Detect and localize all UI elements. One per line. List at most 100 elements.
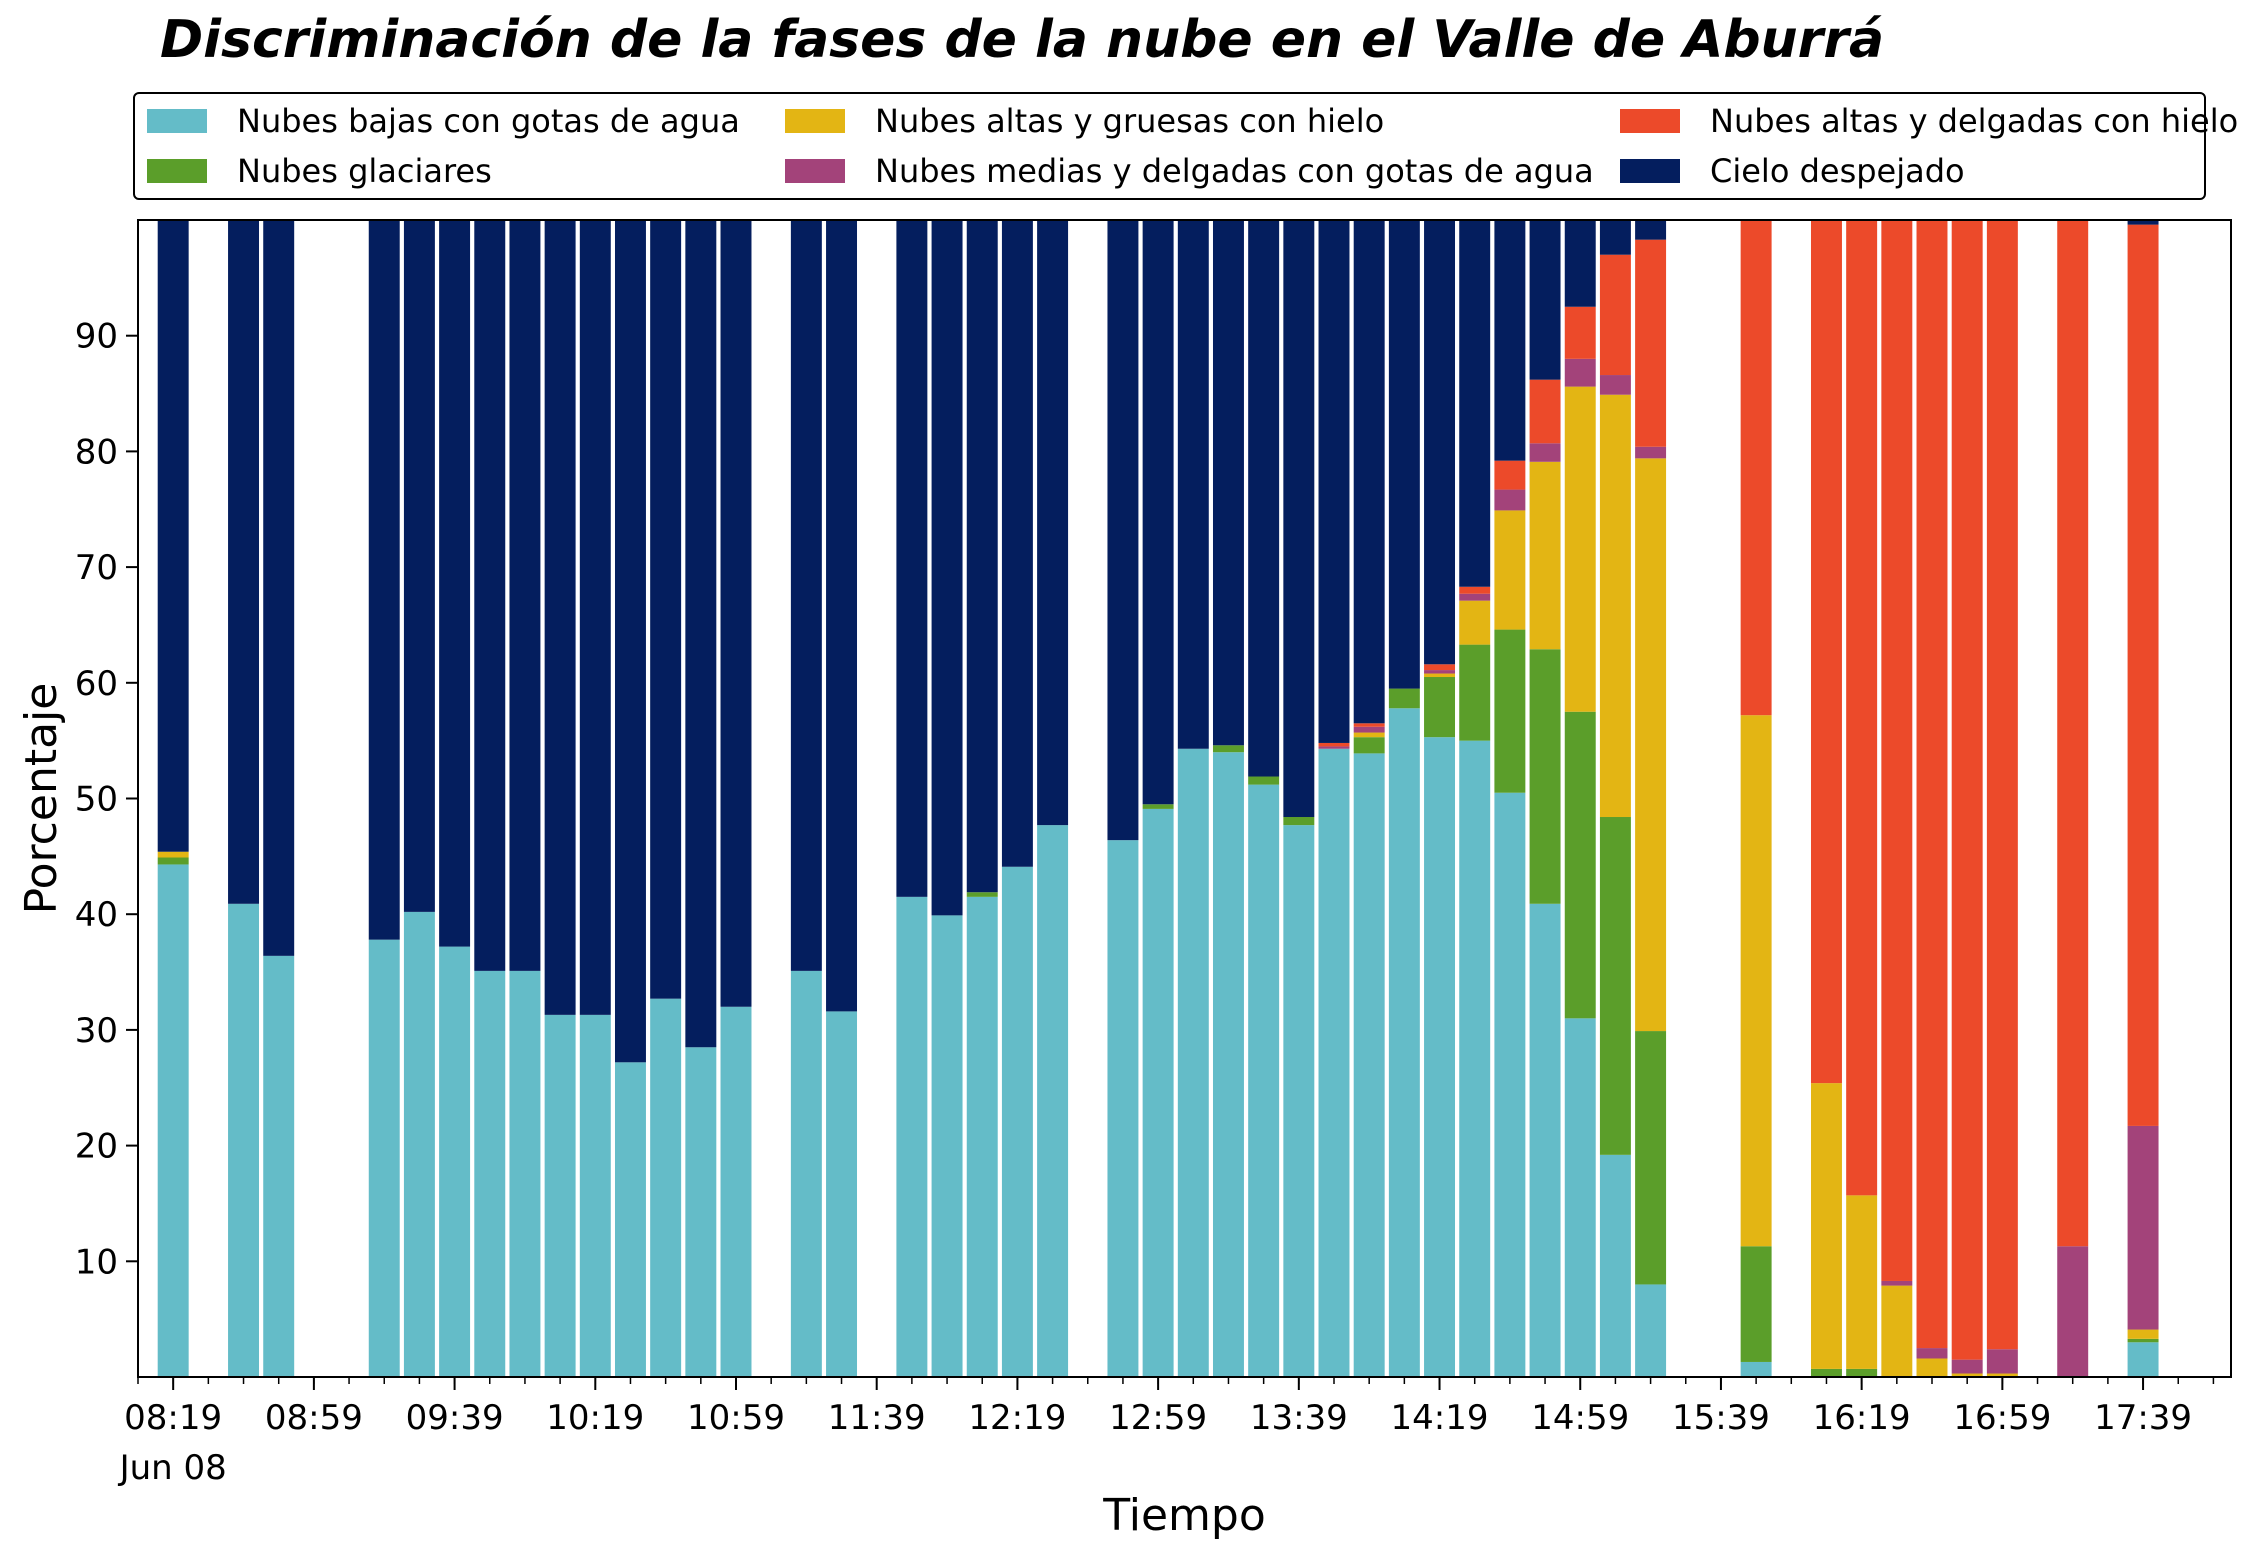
- bar-segment-cielo-despejado: [1388, 220, 1420, 689]
- bar-segment-cielo-despejado: [1353, 220, 1385, 724]
- bar-segment-nubes-altas-y-gruesas-con-hielo: [1740, 715, 1772, 1247]
- bar-segment-nubes-bajas-con-gotas-de-agua: [1388, 708, 1420, 1377]
- bar-segment-cielo-despejado: [1212, 220, 1244, 746]
- bar-segment-nubes-altas-y-delgadas-con-hielo: [1810, 220, 1842, 1084]
- y-axis-title: Porcentaje: [16, 683, 67, 915]
- bar-segment-nubes-glaciares: [1459, 644, 1491, 741]
- bar-segment-nubes-medias-y-delgadas-con-gotas-de-agua: [1318, 746, 1350, 749]
- bar-segment-cielo-despejado: [1635, 220, 1667, 240]
- chart-title: Discriminación de la fases de la nube en…: [160, 10, 1885, 70]
- bar-segment-nubes-glaciares: [1564, 711, 1596, 1019]
- bar-segment-cielo-despejado: [790, 220, 822, 971]
- bar-segment-cielo-despejado: [368, 220, 400, 940]
- x-tick-label: 15:39: [1672, 1398, 1770, 1438]
- bar-segment-nubes-bajas-con-gotas-de-agua: [1424, 737, 1456, 1377]
- y-tick-label: 10: [75, 1242, 118, 1282]
- bar-segment-cielo-despejado: [826, 220, 858, 1012]
- bar-segment-nubes-glaciares: [1494, 629, 1526, 793]
- bar-segment-nubes-altas-y-delgadas-con-hielo: [1916, 220, 1948, 1349]
- bar-segment-nubes-medias-y-delgadas-con-gotas-de-agua: [2127, 1125, 2159, 1330]
- x-axis-title: Tiempo: [1102, 1490, 1266, 1541]
- bar-segment-nubes-bajas-con-gotas-de-agua: [1318, 748, 1350, 1377]
- bar-segment-nubes-bajas-con-gotas-de-agua: [1353, 753, 1385, 1377]
- legend-label: Nubes glaciares: [237, 152, 492, 190]
- x-tick-label: 10:19: [546, 1398, 644, 1438]
- bar-segment-nubes-glaciares: [1424, 677, 1456, 738]
- bar-segment-cielo-despejado: [1494, 220, 1526, 461]
- bar-segment-nubes-bajas-con-gotas-de-agua: [614, 1062, 646, 1377]
- bar-segment-cielo-despejado: [614, 220, 646, 1063]
- bar-segment-nubes-bajas-con-gotas-de-agua: [1599, 1154, 1631, 1377]
- bar-segment-cielo-despejado: [1001, 220, 1033, 867]
- bar-segment-nubes-altas-y-delgadas-con-hielo: [1951, 220, 1983, 1360]
- legend-swatch: [785, 109, 845, 133]
- bar-segment-nubes-altas-y-gruesas-con-hielo: [1810, 1083, 1842, 1369]
- bar-segment-nubes-medias-y-delgadas-con-gotas-de-agua: [1353, 726, 1385, 733]
- legend-swatch: [785, 159, 845, 183]
- bar-segment-nubes-bajas-con-gotas-de-agua: [720, 1006, 752, 1377]
- bar-segment-cielo-despejado: [1283, 220, 1315, 818]
- bar-segment-cielo-despejado: [474, 220, 506, 971]
- y-tick-label: 50: [75, 780, 118, 820]
- bar-segment-nubes-glaciares: [1529, 649, 1561, 904]
- bar-segment-nubes-bajas-con-gotas-de-agua: [1212, 752, 1244, 1377]
- bar-segment-nubes-glaciares: [1142, 804, 1174, 809]
- bar-segment-nubes-medias-y-delgadas-con-gotas-de-agua: [1424, 670, 1456, 674]
- bar-segment-nubes-altas-y-gruesas-con-hielo: [157, 851, 189, 858]
- legend-swatch: [1620, 109, 1680, 133]
- y-tick-label: 60: [75, 664, 118, 704]
- bar-segment-nubes-altas-y-delgadas-con-hielo: [1353, 723, 1385, 727]
- legend-item-nubes-glaciares: Nubes glaciares: [147, 152, 492, 190]
- bar-segment-nubes-glaciares: [1846, 1368, 1878, 1377]
- bar-segment-cielo-despejado: [1529, 220, 1561, 380]
- x-tick-label: 12:19: [968, 1398, 1066, 1438]
- x-tick-label: 12:59: [1109, 1398, 1207, 1438]
- bar-segment-cielo-despejado: [966, 220, 998, 893]
- legend-item-cielo-despejado: Cielo despejado: [1620, 152, 1965, 190]
- bar-segment-cielo-despejado: [1599, 220, 1631, 255]
- bar-segment-nubes-bajas-con-gotas-de-agua: [2127, 1342, 2159, 1377]
- y-tick-label: 90: [75, 317, 118, 357]
- bar-segment-cielo-despejado: [579, 220, 611, 1015]
- bar-segment-nubes-glaciares: [1599, 817, 1631, 1155]
- bar-segment-nubes-bajas-con-gotas-de-agua: [896, 896, 928, 1377]
- bar-segment-cielo-despejado: [650, 220, 682, 999]
- bar-segment-nubes-bajas-con-gotas-de-agua: [1529, 903, 1561, 1377]
- bar-segment-nubes-bajas-con-gotas-de-agua: [579, 1014, 611, 1377]
- bar-segment-nubes-bajas-con-gotas-de-agua: [403, 911, 435, 1377]
- bar-segment-cielo-despejado: [1177, 220, 1209, 749]
- y-tick-label: 40: [75, 895, 118, 935]
- bar-segment-nubes-glaciares: [1388, 688, 1420, 709]
- bar-segment-cielo-despejado: [1564, 220, 1596, 307]
- legend: Nubes bajas con gotas de agua Nubes altas…: [133, 92, 2238, 200]
- bar-segment-cielo-despejado: [228, 220, 260, 904]
- bar-segment-nubes-altas-y-delgadas-con-hielo: [1459, 586, 1491, 594]
- bar-segment-nubes-bajas-con-gotas-de-agua: [1740, 1361, 1772, 1377]
- bar-segment-nubes-medias-y-delgadas-con-gotas-de-agua: [1986, 1349, 2018, 1374]
- bar-segment-nubes-glaciares: [1740, 1246, 1772, 1362]
- bar-segment-nubes-altas-y-delgadas-con-hielo: [1564, 306, 1596, 359]
- bar-segment-cielo-despejado: [1459, 220, 1491, 587]
- bar-segment-nubes-medias-y-delgadas-con-gotas-de-agua: [1529, 443, 1561, 462]
- bar-segment-cielo-despejado: [931, 220, 963, 916]
- bar-segment-cielo-despejado: [685, 220, 717, 1048]
- bar-segment-nubes-altas-y-gruesas-con-hielo: [1353, 732, 1385, 738]
- legend-item-nubes-bajas-con-gotas-de-agua: Nubes bajas con gotas de agua: [147, 102, 740, 140]
- bar-segment-cielo-despejado: [509, 220, 541, 971]
- legend-swatch: [1620, 159, 1680, 183]
- bar-segment-cielo-despejado: [263, 220, 295, 956]
- bar-segment-nubes-bajas-con-gotas-de-agua: [931, 915, 963, 1377]
- bar-segment-nubes-altas-y-delgadas-con-hielo: [2127, 224, 2159, 1126]
- legend-label: Cielo despejado: [1710, 152, 1965, 190]
- bar-segment-cielo-despejado: [403, 220, 435, 912]
- x-tick-sublabel: Jun 08: [118, 1448, 227, 1488]
- bar-segment-nubes-bajas-con-gotas-de-agua: [509, 970, 541, 1377]
- legend-item-nubes-medias-y-delgadas-con-gotas-de-agua: Nubes medias y delgadas con gotas de agu…: [785, 152, 1594, 190]
- bar-segment-nubes-medias-y-delgadas-con-gotas-de-agua: [2057, 1246, 2089, 1377]
- x-tick-label: 13:39: [1250, 1398, 1348, 1438]
- bar-segment-nubes-glaciares: [1248, 776, 1280, 785]
- bar-segment-cielo-despejado: [1037, 220, 1069, 826]
- legend-item-nubes-altas-y-delgadas-con-hielo: Nubes altas y delgadas con hielo: [1620, 102, 2238, 140]
- bar-segment-cielo-despejado: [1248, 220, 1280, 777]
